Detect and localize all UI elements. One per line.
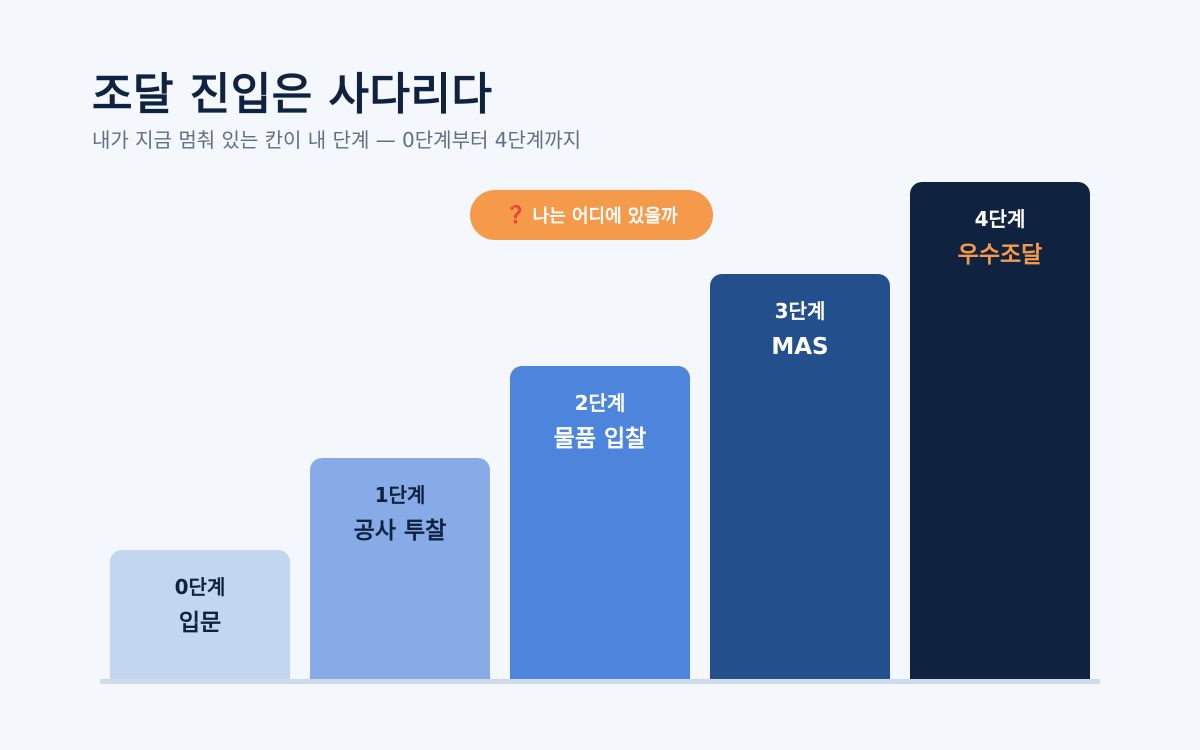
step-number: 2단계 — [574, 391, 626, 415]
ladder-baseline — [100, 679, 1100, 684]
question-mark-icon: ❓ — [505, 205, 527, 225]
step-name: MAS — [771, 334, 829, 360]
step-name: 입문 — [178, 610, 222, 636]
step-number: 4단계 — [974, 207, 1026, 231]
step-number: 3단계 — [774, 299, 826, 323]
step-name: 공사 투찰 — [353, 518, 447, 544]
page-subtitle: 내가 지금 멈춰 있는 칸이 내 단계 — 0단계부터 4단계까지 — [92, 128, 582, 152]
step-name: 물품 입찰 — [553, 426, 647, 452]
step-4: 4단계 우수조달 — [910, 182, 1090, 680]
step-1: 1단계 공사 투찰 — [310, 458, 490, 680]
step-0: 0단계 입문 — [110, 550, 290, 680]
page-title: 조달 진입은 사다리다 — [92, 69, 493, 120]
callout-badge: ❓ 나는 어디에 있을까 — [470, 190, 713, 240]
callout-text: 나는 어디에 있을까 — [532, 206, 678, 227]
step-number: 1단계 — [374, 483, 426, 507]
step-name: 우수조달 — [957, 242, 1043, 268]
step-3: 3단계 MAS — [710, 274, 890, 680]
step-2: 2단계 물품 입찰 — [510, 366, 690, 680]
step-number: 0단계 — [174, 575, 226, 599]
